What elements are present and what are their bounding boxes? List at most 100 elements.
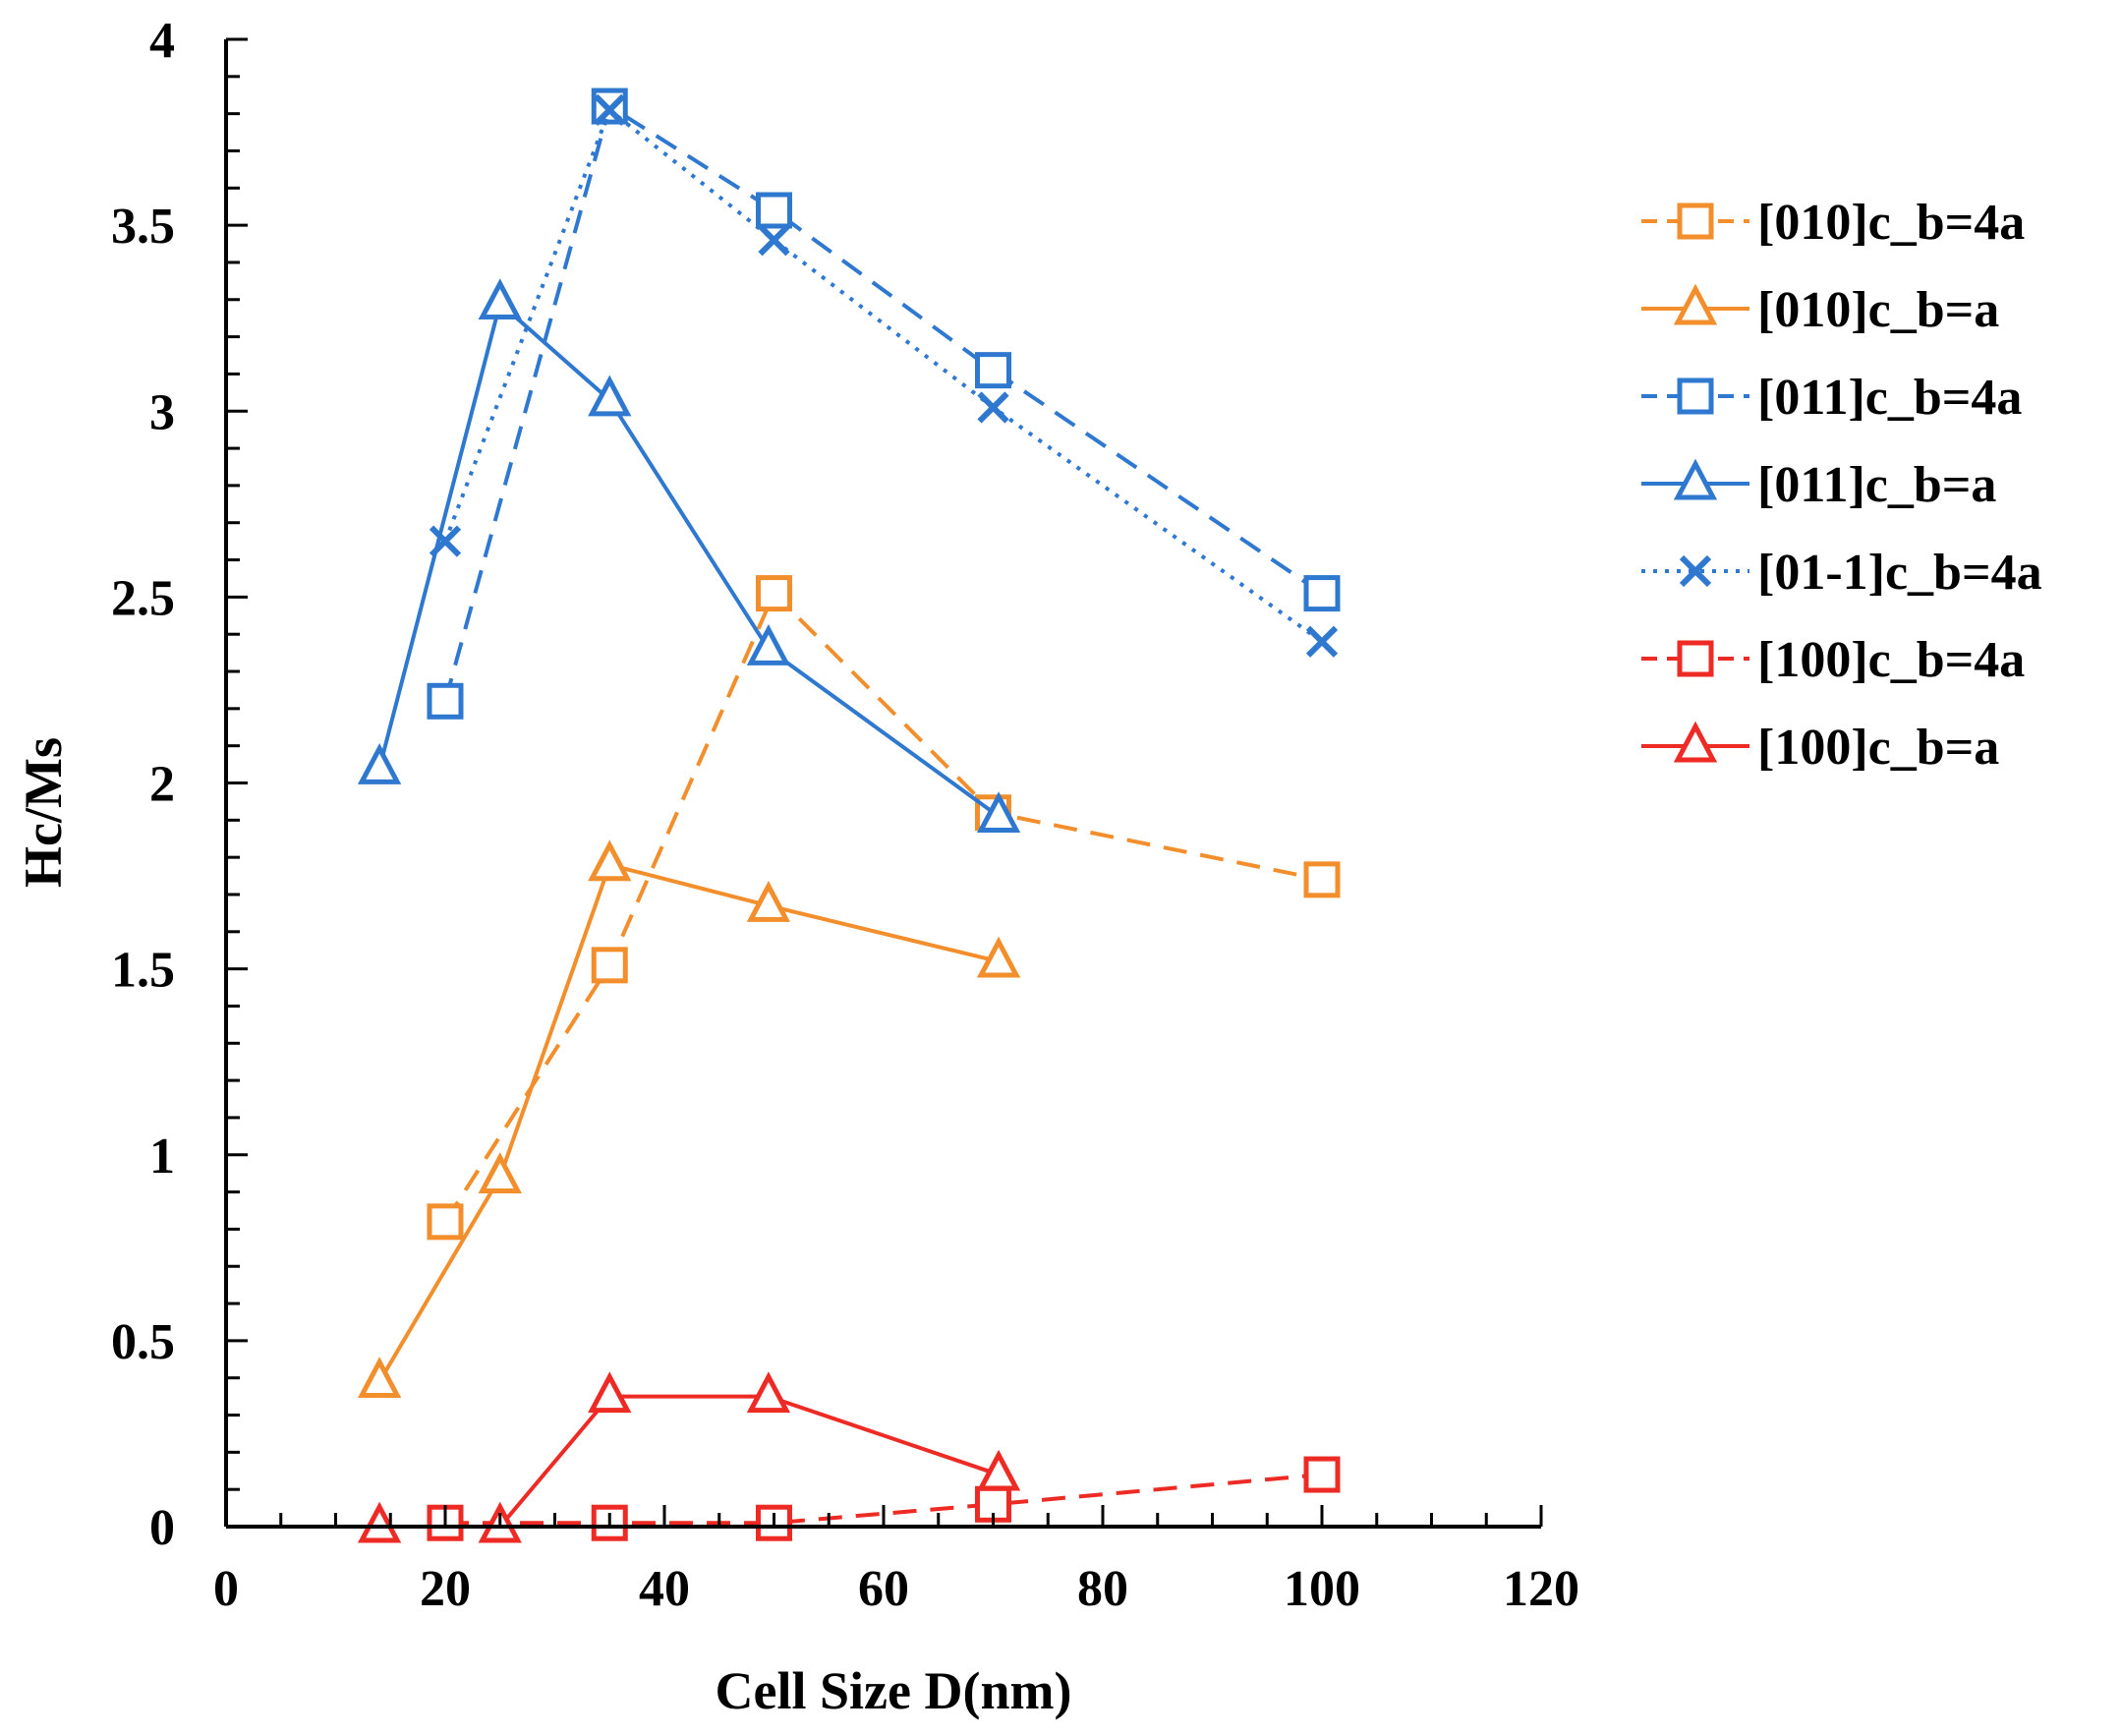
y-tick-label: 2: [149, 757, 175, 813]
data-point: [976, 936, 1021, 978]
data-point: [976, 1449, 1021, 1491]
legend-marker: [1673, 721, 1718, 763]
legend-label: [100]c_b=4a: [1757, 632, 2025, 688]
y-tick-label: 0.5: [111, 1314, 175, 1370]
data-point: [357, 743, 402, 784]
marker-triangle: [588, 839, 632, 882]
marker-triangle: [478, 278, 522, 320]
x-axis-title: Cell Size D(nm): [716, 1661, 1072, 1720]
x-tick-label: 60: [858, 1561, 909, 1617]
x-tick-label: 80: [1077, 1561, 1128, 1617]
data-point: [746, 623, 791, 665]
legend-item-1: [010]c_b=4a: [1641, 195, 2025, 251]
data-point: [429, 525, 462, 557]
y-tick-label: 3.5: [111, 199, 175, 255]
marker-triangle: [478, 1152, 522, 1193]
data-point: [427, 1203, 464, 1241]
marker-triangle: [746, 623, 791, 665]
y-axis-title: Hc/Ms: [14, 737, 73, 888]
series-line: [443, 107, 1324, 644]
data-point: [1303, 1456, 1341, 1493]
marker-triangle: [588, 375, 632, 417]
legend-marker: [1677, 640, 1714, 677]
marker-x-stroke: [758, 224, 790, 257]
legend-item-4: [011]c_b=a: [1641, 457, 1996, 513]
legend-label: [100]c_b=a: [1757, 720, 1999, 776]
marker-triangle: [746, 1371, 791, 1414]
marker-square: [1677, 203, 1714, 240]
data-point: [427, 682, 464, 720]
legend-label: [011]c_b=a: [1757, 457, 1996, 513]
series-line: [377, 301, 1001, 819]
marker-square: [1677, 640, 1714, 677]
marker-triangle: [1673, 458, 1718, 500]
marker-triangle: [976, 791, 1021, 834]
marker-triangle: [746, 880, 791, 922]
marker-square: [1677, 377, 1714, 415]
data-point: [976, 791, 1021, 834]
legend-label: [010]c_b=a: [1757, 282, 1999, 338]
series-1: [427, 575, 1341, 1241]
marker-triangle: [357, 1357, 402, 1398]
data-point: [478, 1152, 522, 1193]
data-point: [975, 352, 1011, 389]
legend-marker: [1679, 554, 1712, 588]
series-line: [377, 862, 1000, 1383]
x-tick-label: 100: [1284, 1561, 1360, 1617]
marker-triangle: [1673, 721, 1718, 763]
x-tick-label: 120: [1503, 1561, 1579, 1617]
marker-triangle: [588, 1371, 632, 1414]
legend-item-5: [01-1]c_b=4a: [1641, 545, 2042, 601]
plot-area: [357, 87, 1341, 1543]
x-ticks: 0 20 40 60 80 100 120: [213, 1505, 1579, 1617]
series-line: [443, 591, 1323, 1223]
y-tick-label: 1.5: [111, 943, 175, 999]
y-tick-label: 2.5: [111, 570, 175, 626]
legend-marker: [1673, 283, 1718, 325]
y-tick-label: 3: [149, 384, 175, 440]
legend-item-6: [100]c_b=4a: [1641, 632, 2025, 688]
x-tick-label: 40: [639, 1561, 690, 1617]
data-point: [1303, 861, 1341, 898]
series-2: [357, 839, 1021, 1398]
data-point: [977, 391, 1009, 424]
series-5: [429, 93, 1339, 658]
data-point: [746, 880, 791, 922]
data-point: [1305, 625, 1339, 658]
marker-x-stroke: [977, 391, 1009, 424]
data-point: [1303, 575, 1341, 612]
marker-square: [1303, 1456, 1341, 1493]
marker-triangle: [357, 743, 402, 784]
y-ticks: 0 0.5 1 1.5 2 2.5 3 3.5 4: [111, 13, 248, 1556]
series-3: [427, 87, 1341, 720]
x-tick-label: 0: [213, 1561, 239, 1617]
data-point: [746, 1371, 791, 1414]
legend-label: [011]c_b=4a: [1757, 370, 2022, 426]
marker-square: [756, 575, 792, 612]
legend-item-3: [011]c_b=4a: [1641, 370, 2022, 426]
marker-square: [975, 352, 1011, 389]
axes: 0 20 40 60 80 100 120 0 0.5 1 1.5 2 2.5 3 3.5 4: [111, 13, 1579, 1617]
marker-x-stroke: [1305, 625, 1339, 658]
marker-square: [756, 192, 792, 229]
series-line: [443, 104, 1324, 702]
legend-marker: [1677, 203, 1714, 240]
data-point: [594, 93, 626, 126]
legend-item-7: [100]c_b=a: [1641, 720, 1999, 776]
data-point: [758, 224, 790, 257]
data-point: [756, 575, 792, 612]
data-point: [478, 278, 522, 320]
data-point: [756, 192, 792, 229]
marker-x-stroke: [594, 93, 626, 126]
legend-label: [010]c_b=4a: [1757, 195, 2025, 251]
marker-triangle: [357, 1501, 402, 1543]
legend-marker: [1677, 377, 1714, 415]
marker-square: [591, 947, 628, 984]
y-tick-label: 0: [149, 1500, 175, 1556]
marker-triangle: [976, 1449, 1021, 1491]
data-point: [357, 1501, 402, 1543]
legend: [010]c_b=4a [010]c_b=a [011]c_b=4a [011]c_b…: [1641, 195, 2042, 776]
data-point: [588, 375, 632, 417]
y-tick-label: 1: [149, 1128, 175, 1185]
